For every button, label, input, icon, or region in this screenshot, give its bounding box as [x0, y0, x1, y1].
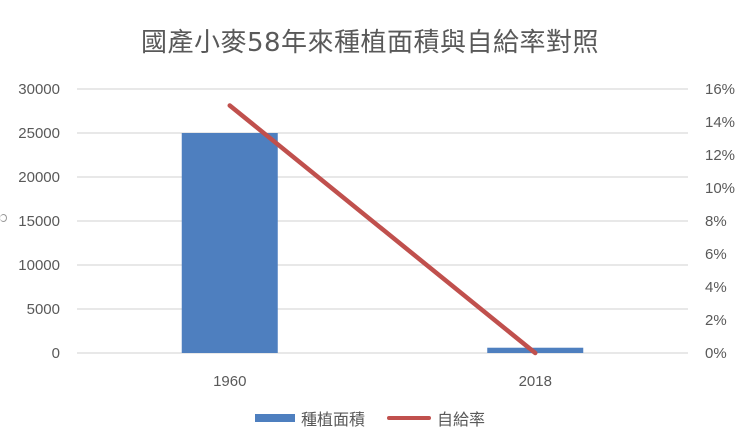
chart-title: 國產小麥58年來種植面積與自給率對照	[140, 28, 600, 58]
left-axis-tick: 10000	[18, 257, 60, 274]
legend: 種植面積 自給率	[0, 406, 740, 430]
x-axis-tick: 1960	[213, 373, 246, 390]
right-axis-tick: 14%	[705, 114, 735, 131]
x-axis-tick: 2018	[519, 373, 552, 390]
right-axis-tick: 12%	[705, 147, 735, 164]
legend-item-ratio: 自給率	[387, 406, 485, 430]
right-axis-tick: 4%	[705, 279, 727, 296]
right-axis-tick: 8%	[705, 213, 727, 230]
right-axis-tick: 10%	[705, 180, 735, 197]
chart-plot: 30000 25000 20000 15000 10000 5000 0 16% 14% 12% 1…	[18, 81, 735, 390]
legend-label: 種植面積	[300, 410, 365, 429]
edge-artifact	[0, 214, 7, 222]
left-axis-tick: 25000	[18, 125, 60, 142]
bar	[181, 133, 278, 353]
left-axis-tick: 20000	[18, 169, 60, 186]
left-axis-tick: 0	[52, 345, 60, 362]
right-axis-tick: 6%	[705, 246, 727, 263]
ratio-line	[227, 103, 538, 356]
left-axis-tick: 30000	[18, 81, 60, 98]
left-axis-tick: 5000	[27, 301, 60, 318]
right-axis-tick: 16%	[705, 81, 735, 98]
legend-label: 自給率	[437, 410, 486, 429]
legend-item-area: 種植面積	[254, 406, 365, 430]
right-axis-tick: 0%	[705, 345, 727, 362]
legend-bar-swatch-icon	[254, 414, 295, 422]
legend-line-swatch-icon	[387, 416, 431, 420]
right-axis-tick: 2%	[705, 312, 727, 329]
left-axis-tick: 15000	[18, 213, 60, 230]
